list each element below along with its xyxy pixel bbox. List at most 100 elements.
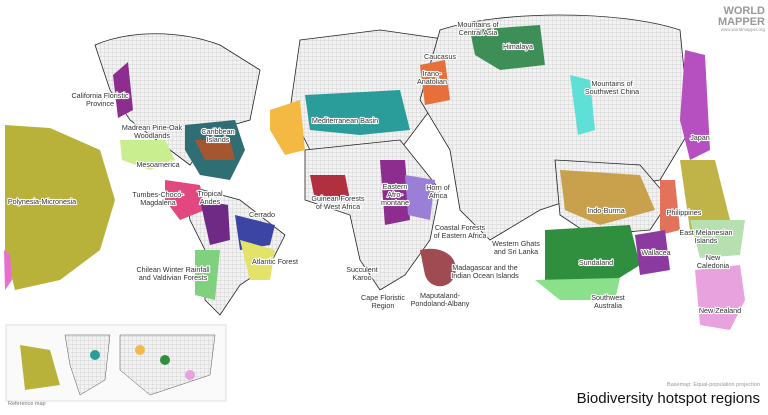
region-label-line: Southwest China bbox=[585, 87, 639, 96]
region-label-line: Islands bbox=[695, 236, 718, 245]
region-label-line: Irano- bbox=[423, 69, 442, 78]
region-label: Himalaya bbox=[503, 42, 533, 51]
region-label: Polynesia-Micronesia bbox=[8, 197, 76, 206]
region-label-line: Madrean Pine-Oak bbox=[122, 123, 183, 132]
region-label-line: Indian Ocean Islands bbox=[451, 271, 519, 280]
region-label-line: Atlantic Forest bbox=[252, 257, 298, 266]
region-label-line: Japan bbox=[690, 133, 710, 142]
region-label: New Zealand bbox=[699, 306, 741, 315]
region-label-line: Cape Floristic bbox=[361, 293, 405, 302]
region-label-line: Himalaya bbox=[503, 42, 533, 51]
region-label-line: Central Asia bbox=[459, 28, 498, 37]
region-label: Tumbes-Chocó-Magdalena bbox=[132, 190, 184, 207]
map-title: Biodiversity hotspot regions bbox=[577, 390, 760, 407]
region-label-line: of Eastern Africa bbox=[434, 231, 487, 240]
region-label-line: Western Ghats bbox=[492, 239, 540, 248]
region-label-line: Polynesia-Micronesia bbox=[8, 197, 76, 206]
region-label: Mountains of Central Asia bbox=[457, 20, 498, 37]
region-label: Philippines bbox=[667, 208, 702, 217]
region-label: Western Ghats and Sri Lanka bbox=[492, 239, 540, 256]
region-label-line: East Melanesian bbox=[679, 228, 732, 237]
region-label-line: Chilean Winter Rainfall bbox=[136, 265, 210, 274]
region-label: Caucasus bbox=[424, 52, 456, 61]
region-label: Madagascar and the Indian Ocean Islands bbox=[451, 263, 519, 280]
region-label: Mountains of Southwest China bbox=[585, 79, 639, 96]
reference-map-label: Reference map bbox=[8, 401, 46, 407]
region-label-line: Caribbean bbox=[201, 127, 234, 136]
logo-line: MAPPER bbox=[718, 16, 765, 28]
region-label-line: Succulent bbox=[346, 265, 378, 274]
region-label-line: New bbox=[706, 253, 721, 262]
region-label: California Floristic Province bbox=[71, 91, 129, 108]
region-label: Horn of Africa bbox=[426, 183, 450, 200]
region-label-line: Indo-Burma bbox=[587, 206, 625, 215]
hotspots bbox=[4, 25, 745, 330]
region-label: Guinean Forests of West Africa bbox=[311, 194, 365, 211]
region-label: Mesoamerica bbox=[136, 160, 179, 169]
region-label: Succulent Karoo bbox=[346, 265, 378, 282]
region-label-line: Pondoland-Albany bbox=[411, 299, 470, 308]
region-label: Maputaland-Pondoland-Albany bbox=[411, 291, 470, 308]
region-label-line: Guinean Forests bbox=[311, 194, 365, 203]
region-label: Atlantic Forest bbox=[252, 257, 298, 266]
region-label-line: montane bbox=[381, 198, 409, 207]
region-label: Cape Floristic Region bbox=[361, 293, 405, 310]
region-label-line: and Sri Lanka bbox=[494, 247, 538, 256]
region-label-line: Islands bbox=[207, 135, 230, 144]
region-label: Sundaland bbox=[579, 258, 613, 267]
region-label-line: Madagascar and the bbox=[452, 263, 518, 272]
region-labels: Mountains of Central AsiaHimalayaCaucasus… bbox=[7, 19, 743, 316]
region-label-line: Province bbox=[86, 99, 114, 108]
projection-note: Basemap: Equal-population projection bbox=[667, 382, 760, 388]
logo-url: www.worldmapper.org bbox=[721, 27, 766, 32]
region-label: New Caledonia bbox=[697, 253, 729, 270]
region-label-line: Horn of bbox=[426, 183, 450, 192]
region-label-line: Region bbox=[372, 301, 395, 310]
region-label-line: Woodlands bbox=[134, 131, 170, 140]
region-label-line: Sundaland bbox=[579, 258, 613, 267]
region-label: Japan bbox=[690, 133, 710, 142]
region-label-line: Australia bbox=[594, 301, 622, 310]
region-label-line: Africa bbox=[429, 191, 447, 200]
region-label: Chilean Winter Rainfall and Valdivian For… bbox=[136, 265, 210, 282]
region-label-line: Coastal Forests bbox=[435, 223, 486, 232]
region-label-line: Mesoamerica bbox=[136, 160, 179, 169]
region-label-line: of West Africa bbox=[316, 202, 360, 211]
region-label: Coastal Forests of Eastern Africa bbox=[434, 223, 487, 240]
region-label-line: Eastern bbox=[383, 182, 408, 191]
region-label-line: Anatolian bbox=[417, 77, 447, 86]
logo-line: WORLD bbox=[723, 5, 765, 17]
region-label: Mediterranean Basin bbox=[312, 116, 378, 125]
region-label-line: Mountains of bbox=[591, 79, 632, 88]
region-label: Tropical Andes bbox=[197, 189, 223, 206]
region-label-line: New Zealand bbox=[699, 306, 741, 315]
region-label-line: Mountains of bbox=[457, 20, 498, 29]
region-label: Irano-Anatolian bbox=[417, 69, 447, 86]
region-label-line: Afro- bbox=[387, 190, 403, 199]
region-label-line: and Valdivian Forests bbox=[139, 273, 208, 282]
region-label-line: Caucasus bbox=[424, 52, 456, 61]
region-label-line: Caledonia bbox=[697, 261, 729, 270]
region-label: Wallacea bbox=[641, 248, 670, 257]
region-label-line: Magdalena bbox=[140, 198, 176, 207]
region-label: Cerrado bbox=[249, 210, 275, 219]
region-label-line: California Floristic bbox=[71, 91, 129, 100]
region-label-line: Philippines bbox=[667, 208, 702, 217]
region-label-line: Cerrado bbox=[249, 210, 275, 219]
region-label-line: Southwest bbox=[591, 293, 625, 302]
region-label-line: Tropical bbox=[197, 189, 223, 198]
region-label: Eastern Afro-montane bbox=[381, 182, 409, 207]
region-label-line: Wallacea bbox=[641, 248, 670, 257]
region-label-line: Karoo bbox=[352, 273, 371, 282]
reference-map: Reference map bbox=[5, 324, 227, 407]
region-label: Caribbean Islands bbox=[201, 127, 234, 144]
region-label: Southwest Australia bbox=[591, 293, 625, 310]
region-label: Indo-Burma bbox=[587, 206, 625, 215]
region-label-line: Tumbes-Chocó- bbox=[132, 190, 184, 199]
region-label-line: Andes bbox=[200, 197, 221, 206]
region-label: East Melanesian Islands bbox=[679, 228, 732, 245]
region-label-line: Mediterranean Basin bbox=[312, 116, 378, 125]
region-label-line: Maputaland- bbox=[420, 291, 461, 300]
region-label: Madrean Pine-Oak Woodlands bbox=[122, 123, 183, 140]
